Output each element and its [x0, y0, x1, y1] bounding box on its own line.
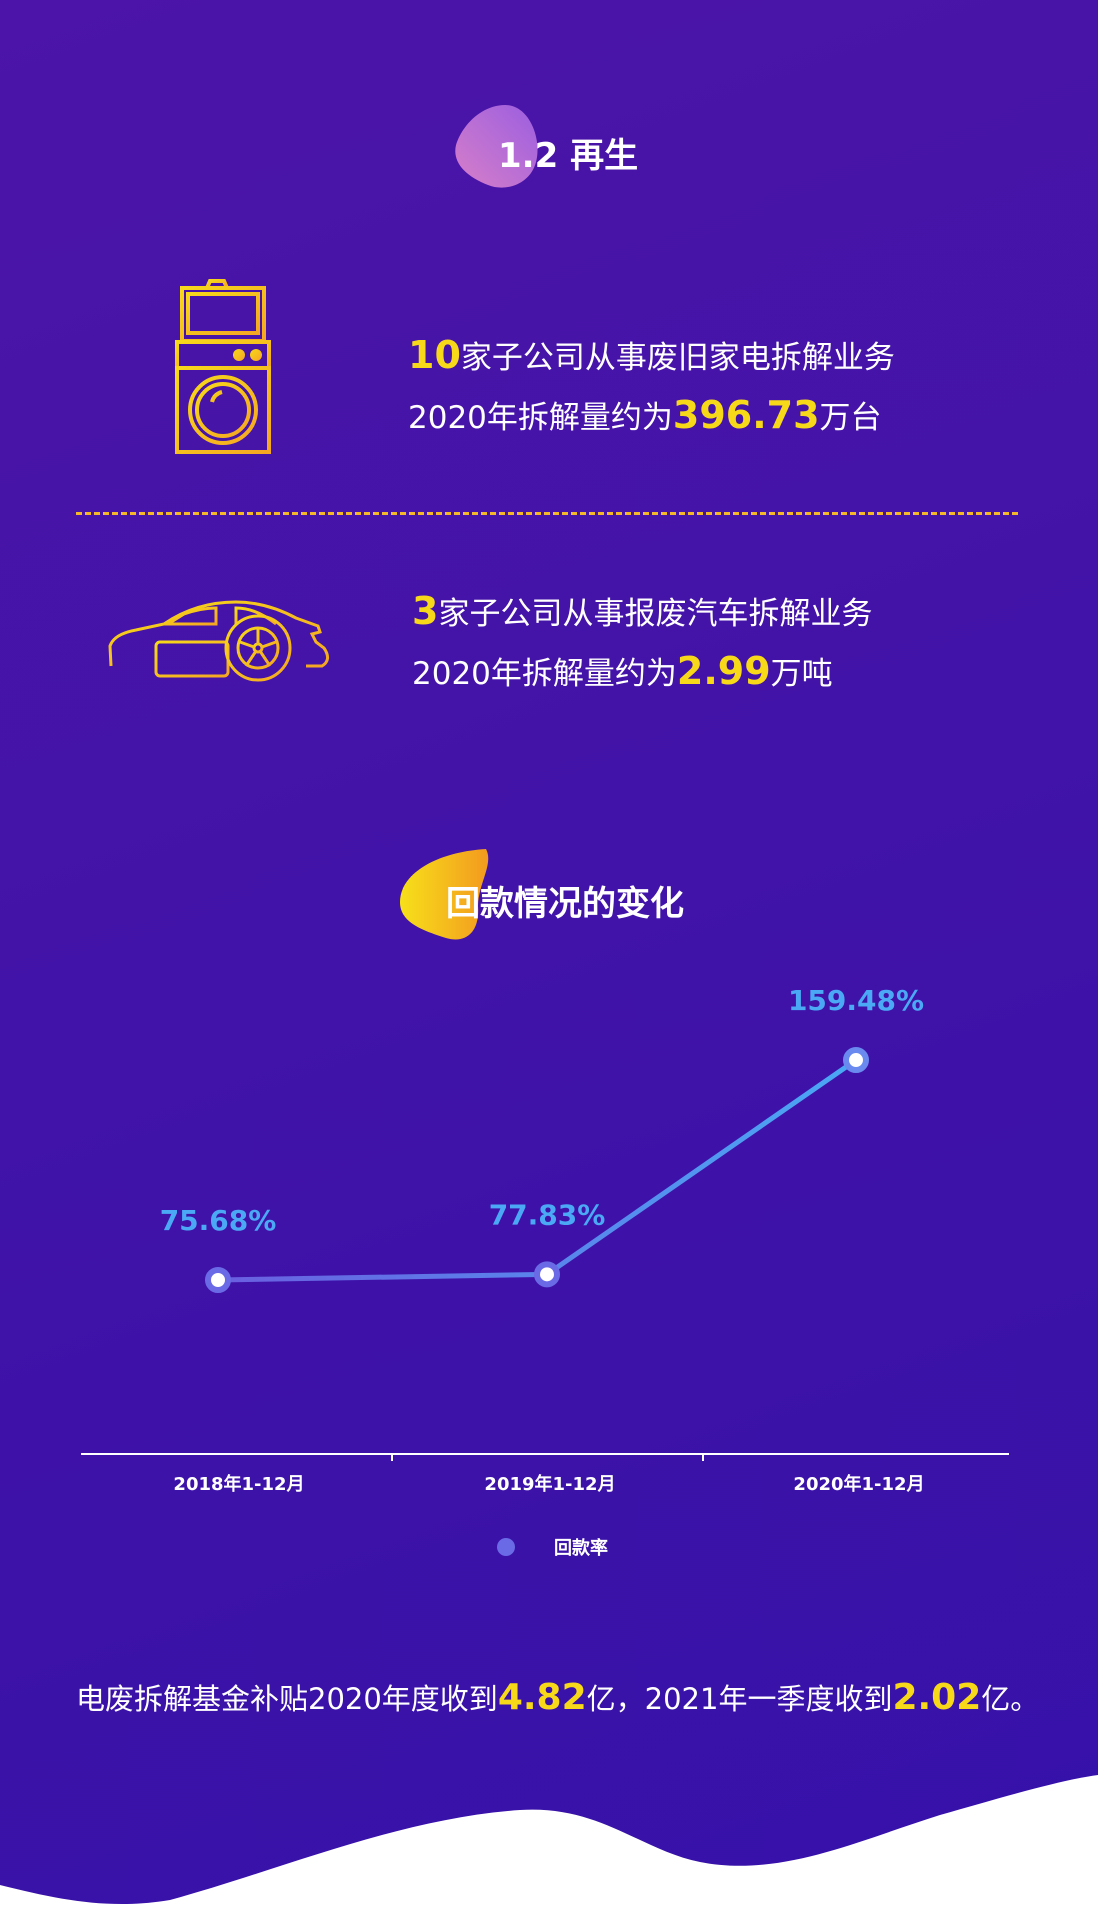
bottom-wave [0, 1775, 1098, 1920]
title-blob [455, 105, 538, 188]
legend-marker [497, 1538, 515, 1556]
appliance-line-1: 10家子公司从事废旧家电拆解业务 [408, 336, 895, 374]
chart-title: 回款情况的变化 [446, 884, 684, 924]
series-line [217, 1057, 858, 1283]
appliance-unit: 万台 [819, 400, 882, 436]
data-point [843, 1047, 869, 1074]
appliance-desc: 家子公司从事废旧家电拆解业务 [460, 340, 895, 376]
vehicle-unit: 万吨 [770, 656, 833, 692]
x-tick-label: 2019年1-12月 [484, 1473, 615, 1495]
car-icon [108, 600, 329, 682]
dashed-divider [76, 512, 1018, 515]
data-label: 77.83% [489, 1198, 606, 1231]
vehicle-count: 3 [412, 589, 439, 633]
subsidy-text-1: 电废拆解基金补贴2020年度收到 [76, 1682, 498, 1716]
fund-subsidy-text: 电废拆解基金补贴2020年度收到4.82亿，2021年一季度收到2.02亿。 [76, 1676, 1039, 1718]
legend-label: 回款率 [554, 1537, 608, 1559]
vehicle-desc: 家子公司从事报废汽车拆解业务 [438, 596, 873, 632]
x-tick-label: 2020年1-12月 [793, 1473, 924, 1495]
data-label: 75.68% [160, 1204, 277, 1237]
appliance-line-2: 2020年拆解量约为396.73万台 [408, 396, 882, 434]
line-chart: 75.68% 77.83% 159.48% 2018年1-12月 2019年1-12… [81, 984, 1009, 1559]
data-label: 159.48% [788, 984, 924, 1017]
subsidy-text-2: 亿，2021年一季度收到 [586, 1682, 893, 1716]
data-point [205, 1267, 231, 1293]
subsidy-amount-2020: 4.82 [497, 1677, 587, 1718]
vehicle-amount: 2.99 [676, 649, 771, 693]
data-point [534, 1261, 560, 1288]
appliance-count: 10 [408, 333, 461, 377]
vehicle-prefix: 2020年拆解量约为 [412, 656, 677, 692]
appliance-prefix: 2020年拆解量约为 [408, 400, 673, 436]
legend: 回款率 [480, 1537, 608, 1559]
appliance-amount: 396.73 [672, 393, 820, 437]
vehicle-line-2: 2020年拆解量约为2.99万吨 [412, 652, 833, 690]
x-tick-label: 2018年1-12月 [173, 1473, 304, 1495]
washing-machine-icon [175, 279, 271, 454]
vehicle-line-1: 3家子公司从事报废汽车拆解业务 [412, 592, 872, 630]
subsidy-text-3: 亿。 [981, 1682, 1040, 1716]
section-title: 1.2 再生 [498, 136, 639, 176]
chart-title-blob [400, 849, 489, 940]
subsidy-amount-2021q1: 2.02 [892, 1677, 982, 1718]
